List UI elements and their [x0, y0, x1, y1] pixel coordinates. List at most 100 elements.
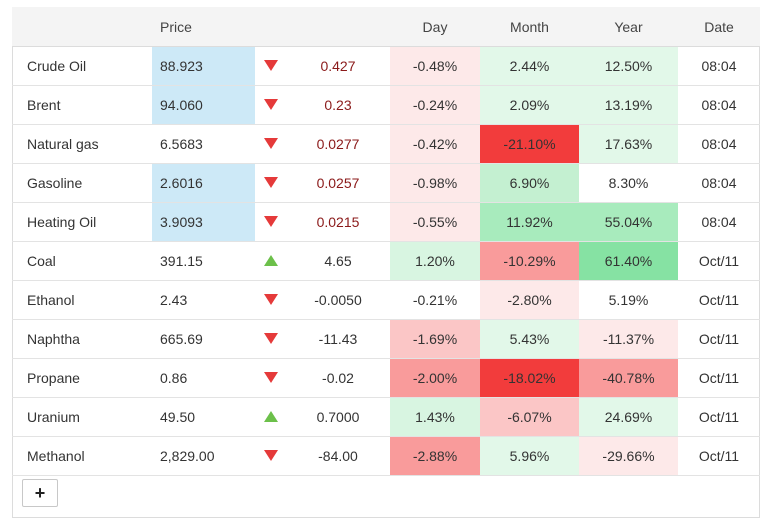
year-change-cell: 5.19% — [579, 280, 678, 320]
commodity-name[interactable]: Coal — [12, 241, 152, 281]
commodity-name[interactable]: Natural gas — [12, 124, 152, 164]
down-arrow-icon — [263, 372, 278, 383]
commodity-name[interactable]: Crude Oil — [12, 46, 152, 86]
price-cell: 2.6016 — [152, 163, 255, 203]
arrow-cell — [255, 85, 286, 125]
day-change-cell: 1.43% — [390, 397, 480, 437]
day-change-cell: -0.21% — [390, 280, 480, 320]
commodity-name[interactable]: Propane — [12, 358, 152, 398]
table-row[interactable]: Ethanol 2.43 -0.0050 -0.21% -2.80% 5.19% Oct/1… — [12, 280, 760, 320]
date-cell: 08:04 — [678, 46, 760, 86]
year-change-cell: -11.37% — [579, 319, 678, 359]
table-row[interactable]: Naphtha 665.69 -11.43 -1.69% 5.43% -11.37% Oct… — [12, 319, 760, 359]
date-cell: Oct/11 — [678, 241, 760, 281]
arrow-cell — [255, 124, 286, 164]
price-cell: 6.5683 — [152, 124, 255, 164]
year-change-cell: 55.04% — [579, 202, 678, 242]
day-change-cell: -0.48% — [390, 46, 480, 86]
year-change-cell: 24.69% — [579, 397, 678, 437]
month-change-cell: -10.29% — [480, 241, 579, 281]
plus-icon: + — [34, 483, 46, 503]
commodity-name[interactable]: Naphtha — [12, 319, 152, 359]
day-change-cell: -2.00% — [390, 358, 480, 398]
month-change-cell: -2.80% — [480, 280, 579, 320]
table-row[interactable]: Heating Oil 3.9093 0.0215 -0.55% 11.92% 55.04… — [12, 202, 760, 242]
commodity-name[interactable]: Methanol — [12, 436, 152, 476]
price-cell: 665.69 — [152, 319, 255, 359]
date-cell: Oct/11 — [678, 436, 760, 476]
change-cell: -11.43 — [286, 319, 390, 359]
table-row[interactable]: Uranium 49.50 0.7000 1.43% -6.07% 24.69% Oct/1… — [12, 397, 760, 437]
table-row[interactable]: Brent 94.060 0.23 -0.24% 2.09% 13.19% 08:04 — [12, 85, 760, 125]
down-arrow-icon — [263, 450, 278, 461]
commodity-name[interactable]: Uranium — [12, 397, 152, 437]
date-cell: Oct/11 — [678, 397, 760, 437]
month-change-cell: 5.96% — [480, 436, 579, 476]
month-change-cell: 2.44% — [480, 46, 579, 86]
day-change-cell: -0.98% — [390, 163, 480, 203]
change-cell: 0.0215 — [286, 202, 390, 242]
change-cell: -0.0050 — [286, 280, 390, 320]
arrow-cell — [255, 241, 286, 281]
year-change-cell: 17.63% — [579, 124, 678, 164]
down-arrow-icon — [263, 294, 278, 305]
down-arrow-icon — [263, 60, 278, 71]
price-cell: 94.060 — [152, 85, 255, 125]
change-cell: -84.00 — [286, 436, 390, 476]
commodity-name[interactable]: Gasoline — [12, 163, 152, 203]
table-row[interactable]: Methanol 2,829.00 -84.00 -2.88% 5.96% -29.66%… — [12, 436, 760, 476]
down-arrow-icon — [263, 138, 278, 149]
year-change-cell: 13.19% — [579, 85, 678, 125]
day-change-cell: -0.42% — [390, 124, 480, 164]
commodities-table: Price Day Month Year Date Crude Oil 88.92… — [12, 7, 760, 476]
header-month[interactable]: Month — [480, 7, 579, 47]
header-arrow — [255, 7, 286, 47]
price-cell: 391.15 — [152, 241, 255, 281]
change-cell: 4.65 — [286, 241, 390, 281]
day-change-cell: 1.20% — [390, 241, 480, 281]
date-cell: 08:04 — [678, 163, 760, 203]
down-arrow-icon — [263, 333, 278, 344]
header-change — [286, 7, 390, 47]
year-change-cell: 61.40% — [579, 241, 678, 281]
up-arrow-icon — [263, 411, 278, 422]
year-change-cell: -29.66% — [579, 436, 678, 476]
table-row[interactable]: Natural gas 6.5683 0.0277 -0.42% -21.10% 17.6… — [12, 124, 760, 164]
table-row[interactable]: Gasoline 2.6016 0.0257 -0.98% 6.90% 8.30% 08:0… — [12, 163, 760, 203]
change-cell: -0.02 — [286, 358, 390, 398]
day-change-cell: -2.88% — [390, 436, 480, 476]
up-arrow-icon — [263, 255, 278, 266]
table-row[interactable]: Propane 0.86 -0.02 -2.00% -18.02% -40.78% Oct/… — [12, 358, 760, 398]
date-cell: Oct/11 — [678, 358, 760, 398]
table-row[interactable]: Coal 391.15 4.65 1.20% -10.29% 61.40% Oct/11 — [12, 241, 760, 281]
arrow-cell — [255, 436, 286, 476]
date-cell: Oct/11 — [678, 319, 760, 359]
commodities-table-panel: Price Day Month Year Date Crude Oil 88.92… — [12, 7, 760, 518]
header-price[interactable]: Price — [152, 7, 255, 47]
header-date[interactable]: Date — [678, 7, 760, 47]
date-cell: 08:04 — [678, 124, 760, 164]
arrow-cell — [255, 280, 286, 320]
arrow-cell — [255, 397, 286, 437]
change-cell: 0.7000 — [286, 397, 390, 437]
table-header-row: Price Day Month Year Date — [12, 7, 760, 47]
price-cell: 0.86 — [152, 358, 255, 398]
day-change-cell: -1.69% — [390, 319, 480, 359]
month-change-cell: 11.92% — [480, 202, 579, 242]
price-cell: 3.9093 — [152, 202, 255, 242]
down-arrow-icon — [263, 99, 278, 110]
arrow-cell — [255, 202, 286, 242]
add-button[interactable]: + — [22, 479, 58, 507]
table-row[interactable]: Crude Oil 88.923 0.427 -0.48% 2.44% 12.50% 08:… — [12, 46, 760, 86]
commodity-name[interactable]: Brent — [12, 85, 152, 125]
price-cell: 49.50 — [152, 397, 255, 437]
date-cell: Oct/11 — [678, 280, 760, 320]
commodity-name[interactable]: Ethanol — [12, 280, 152, 320]
date-cell: 08:04 — [678, 85, 760, 125]
table-body: Crude Oil 88.923 0.427 -0.48% 2.44% 12.50% 08:… — [12, 46, 760, 476]
change-cell: 0.0277 — [286, 124, 390, 164]
change-cell: 0.23 — [286, 85, 390, 125]
header-year[interactable]: Year — [579, 7, 678, 47]
commodity-name[interactable]: Heating Oil — [12, 202, 152, 242]
header-day[interactable]: Day — [390, 7, 480, 47]
